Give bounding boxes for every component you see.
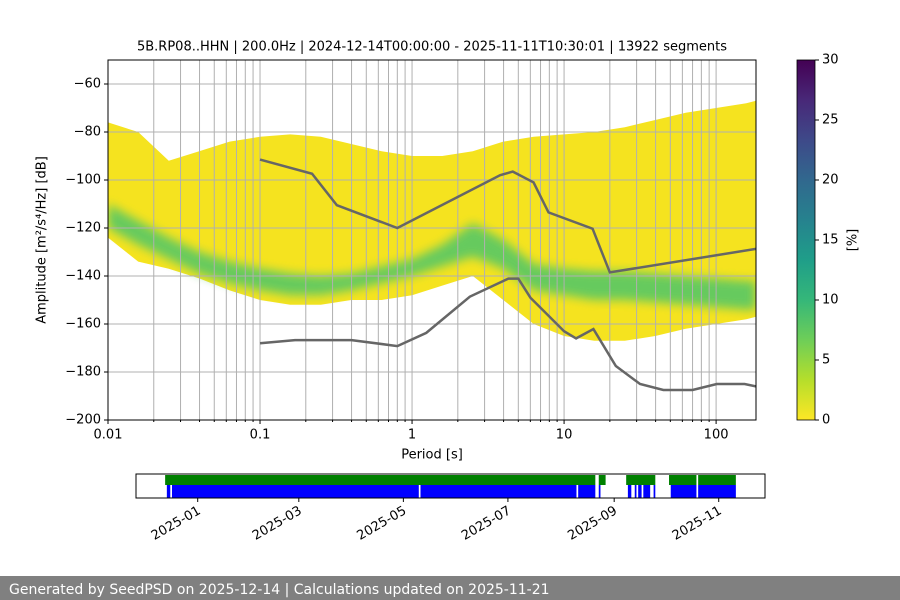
plot-frame — [107, 59, 757, 421]
y-tick-label: −60 — [74, 77, 101, 92]
x-tick-label: 2025-05 — [355, 504, 410, 544]
availability-span — [165, 475, 596, 485]
y-tick-label: −160 — [65, 317, 101, 332]
colorbar-tick-label: 10 — [822, 293, 839, 308]
availability-span — [578, 485, 596, 498]
availability-span — [698, 485, 736, 498]
y-tick-label: −80 — [74, 125, 101, 140]
availability-span — [643, 485, 651, 498]
colorbar-tick-label: 30 — [822, 53, 839, 68]
availability-span — [166, 485, 171, 498]
availability-span — [420, 485, 577, 498]
availability-span — [634, 485, 637, 498]
y-tick-label: −100 — [65, 173, 101, 188]
colorbar-label: [%] — [846, 229, 861, 252]
colorbar-tick-label: 5 — [822, 353, 830, 368]
x-tick-label: 10 — [556, 428, 573, 443]
colorbar-tick-label: 15 — [822, 233, 839, 248]
y-tick-label: −200 — [65, 413, 101, 428]
y-axis-label: Amplitude [m²/s⁴/Hz] [dB] — [35, 156, 50, 324]
y-tick-label: −120 — [65, 221, 101, 236]
availability-span — [698, 475, 736, 485]
colorbar — [796, 59, 816, 421]
x-tick-label: 2025-07 — [459, 504, 514, 544]
y-tick-label: −180 — [65, 365, 101, 380]
availability-span — [669, 475, 697, 485]
density-core — [108, 204, 756, 310]
availability-span — [638, 485, 642, 498]
noise-model-line — [259, 277, 756, 392]
y-tick-label: −140 — [65, 269, 101, 284]
colorbar-tick-label: 25 — [822, 113, 839, 128]
footer-bar — [0, 576, 900, 600]
chart-title: 5B.RP08..HHN | 200.0Hz | 2024-12-14T00:0… — [137, 40, 727, 55]
availability-span — [598, 475, 606, 485]
x-tick-label: 1 — [408, 428, 416, 443]
x-tick-label: 2025-11 — [670, 504, 725, 544]
x-axis-label: Period [s] — [401, 448, 463, 463]
footer-text: Generated by SeedPSD on 2025-12-14 | Cal… — [9, 582, 550, 598]
noise-model-line — [259, 158, 756, 274]
colorbar-tick-label: 20 — [822, 173, 839, 188]
timeline-frame — [135, 473, 766, 499]
x-tick-label: 2025-01 — [149, 504, 204, 544]
x-tick-label: 0.1 — [250, 428, 271, 443]
x-tick-label: 0.01 — [94, 428, 123, 443]
availability-span — [626, 475, 656, 485]
density-band — [108, 100, 756, 341]
x-tick-label: 2025-09 — [565, 504, 620, 544]
x-tick-label: 2025-03 — [250, 504, 305, 544]
plot-area — [108, 60, 756, 420]
availability-span — [171, 485, 419, 498]
x-tick-label: 100 — [704, 428, 729, 443]
availability-span — [627, 485, 632, 498]
availability-span — [598, 485, 601, 498]
availability-span — [653, 485, 656, 498]
availability-span — [670, 485, 697, 498]
colorbar-tick-label: 0 — [822, 413, 830, 428]
